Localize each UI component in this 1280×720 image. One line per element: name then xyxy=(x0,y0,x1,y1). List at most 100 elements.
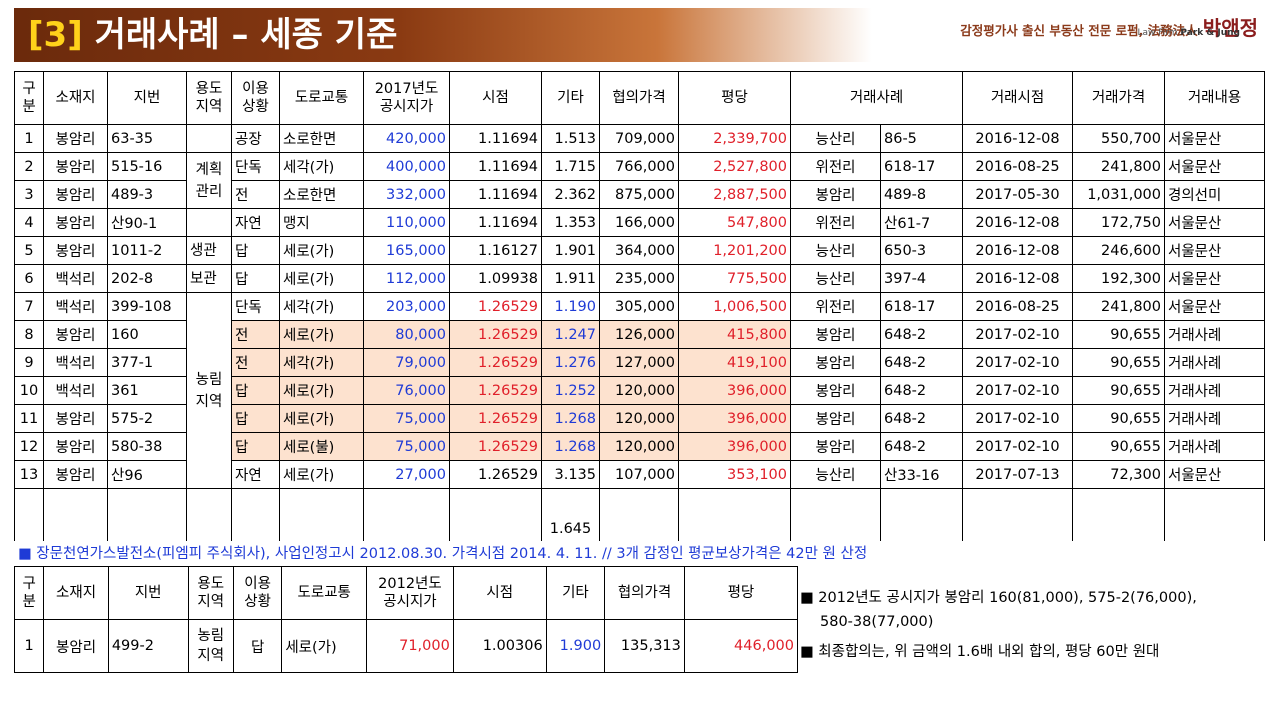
cell-agreed-price: 875,000 xyxy=(599,180,679,209)
header-use: 이용 상황 xyxy=(231,71,280,125)
cell-case-lot: 648-2 xyxy=(880,432,963,461)
cell-case-lot: 648-2 xyxy=(880,404,963,433)
cell-per-pyeong: 353,100 xyxy=(678,460,791,489)
table-row: 4 봉암리 산90-1 자연 맹지 110,000 1.11694 1.353 166,000 5… xyxy=(14,208,1265,237)
header-zoning: 용도 지역 xyxy=(186,71,232,125)
cell-case-lot: 489-8 xyxy=(880,180,963,209)
cell-location: 봉암리 xyxy=(43,404,108,433)
cell-location: 봉암리 xyxy=(43,152,108,181)
ref-header-etc: 기타 xyxy=(545,566,606,620)
table-row: 3 봉암리 489-3 전 소로한면 332,000 1.11694 2.362 875,000… xyxy=(14,180,1265,209)
cell-case-price: 90,655 xyxy=(1072,432,1165,461)
cell-per-pyeong: 415,800 xyxy=(678,320,791,349)
cell-agreed-price: 107,000 xyxy=(599,460,679,489)
ref-cell-agreed-price: 135,313 xyxy=(604,619,685,673)
cell-zoning: 보관 xyxy=(186,264,232,293)
cell-per-pyeong: 419,100 xyxy=(678,348,791,377)
cell-case-price: 90,655 xyxy=(1072,404,1165,433)
cell-case-date: 2017-07-13 xyxy=(962,460,1073,489)
cell-public-price: 75,000 xyxy=(363,432,450,461)
cell-case-date: 2016-12-08 xyxy=(962,264,1073,293)
header-gubun: 구 분 xyxy=(14,71,44,125)
cell-agreed-price: 127,000 xyxy=(599,348,679,377)
cell-location: 백석리 xyxy=(43,264,108,293)
header-agreed-price: 협의가격 xyxy=(599,71,679,125)
cell-public-price: 75,000 xyxy=(363,404,450,433)
cell-zoning xyxy=(186,208,232,237)
cell-time: 1.26529 xyxy=(449,460,542,489)
cell-agreed-price: 120,000 xyxy=(599,432,679,461)
cell-zoning: 농림 지역 xyxy=(186,292,232,489)
cell-case-price: 90,655 xyxy=(1072,348,1165,377)
cell-lot: 515-16 xyxy=(107,152,187,181)
cell-case-date: 2016-12-08 xyxy=(962,124,1073,153)
cell-time: 1.26529 xyxy=(449,320,542,349)
cell-agreed-price: 126,000 xyxy=(599,320,679,349)
cell-case-date: 2016-12-08 xyxy=(962,208,1073,237)
cell-case-lot: 86-5 xyxy=(880,124,963,153)
cell-case-detail: 거래사례 xyxy=(1164,432,1265,461)
cell-etc-average: 1.645 xyxy=(541,488,600,541)
cell-public-price: 203,000 xyxy=(363,292,450,321)
empty-cell xyxy=(14,488,44,541)
ref-cell-public-price: 71,000 xyxy=(366,619,454,673)
cell-road: 세각(가) xyxy=(279,152,364,181)
cell-location: 봉암리 xyxy=(43,320,108,349)
cell-case-price: 550,700 xyxy=(1072,124,1165,153)
empty-cell xyxy=(363,488,450,541)
cell-use: 자연 xyxy=(231,460,280,489)
cell-case-price: 241,800 xyxy=(1072,152,1165,181)
table-row: 7 백석리 399-108 농림 지역 단독 세각(가) 203,000 1.26529 1.1… xyxy=(14,292,1265,489)
empty-cell xyxy=(880,488,963,541)
ref-row: 1 봉암리 499-2 농림 지역 답 세로(가) 71,000 1.00306… xyxy=(13,619,799,673)
cell-case-date: 2016-08-25 xyxy=(962,152,1073,181)
cell-lot: 575-2 xyxy=(107,404,187,433)
cell-case-date: 2017-05-30 xyxy=(962,180,1073,209)
cell-case-lot: 618-17 xyxy=(880,292,963,321)
table-row: 13 봉암리 산96 자연 세로(가) 27,000 1.26529 3.135 107,000… xyxy=(14,460,1265,489)
cell-agreed-price: 120,000 xyxy=(599,376,679,405)
empty-cell xyxy=(1072,488,1165,541)
cell-agreed-price: 120,000 xyxy=(599,404,679,433)
cell-lot: 377-1 xyxy=(107,348,187,377)
cell-road: 세로(가) xyxy=(279,376,364,405)
cell-road: 세각(가) xyxy=(279,348,364,377)
cell-lot: 580-38 xyxy=(107,432,187,461)
cell-agreed-price: 364,000 xyxy=(599,236,679,265)
ref-header-per-pyeong: 평당 xyxy=(683,566,799,620)
cell-time: 1.26529 xyxy=(449,292,542,321)
table-row: 9 백석리 377-1 전 세각(가) 79,000 1.26529 1.276 127,000… xyxy=(14,348,1265,377)
brand-name: 박앤정 xyxy=(1202,16,1258,40)
cell-case-detail: 거래사례 xyxy=(1164,348,1265,377)
cell-road: 세로(가) xyxy=(279,404,364,433)
empty-cell xyxy=(962,488,1073,541)
header-lot: 지번 xyxy=(107,71,187,125)
cell-case-price: 90,655 xyxy=(1072,376,1165,405)
cell-etc: 1.268 xyxy=(541,404,600,433)
cell-road: 소로한면 xyxy=(279,180,364,209)
ref-header-agreed-price: 협의가격 xyxy=(604,566,685,620)
cell-time: 1.26529 xyxy=(449,432,542,461)
cell-location: 봉암리 xyxy=(43,432,108,461)
cell-location: 백석리 xyxy=(43,348,108,377)
cell-road: 세로(가) xyxy=(279,320,364,349)
cell-location: 봉암리 xyxy=(43,180,108,209)
cell-public-price: 110,000 xyxy=(363,208,450,237)
table-row: 10 백석리 361 답 세로(가) 76,000 1.26529 1.252 120,000 3… xyxy=(14,376,1265,405)
cell-lot: 1011-2 xyxy=(107,236,187,265)
header-case: 거래사례 xyxy=(790,71,963,125)
cell-no: 10 xyxy=(14,376,44,405)
cell-road: 맹지 xyxy=(279,208,364,237)
cell-case-price: 90,655 xyxy=(1072,320,1165,349)
header-time: 시점 xyxy=(449,71,542,125)
cell-case-date: 2017-02-10 xyxy=(962,404,1073,433)
cell-public-price: 112,000 xyxy=(363,264,450,293)
ref-cell-location: 봉암리 xyxy=(43,619,109,673)
cell-case-price: 1,031,000 xyxy=(1072,180,1165,209)
empty-cell xyxy=(186,488,232,541)
cell-agreed-price: 166,000 xyxy=(599,208,679,237)
cell-etc: 1.911 xyxy=(541,264,600,293)
cell-time: 1.26529 xyxy=(449,376,542,405)
brand-sub-prefix: Law Firm xyxy=(1137,28,1178,38)
cell-case-price: 172,750 xyxy=(1072,208,1165,237)
